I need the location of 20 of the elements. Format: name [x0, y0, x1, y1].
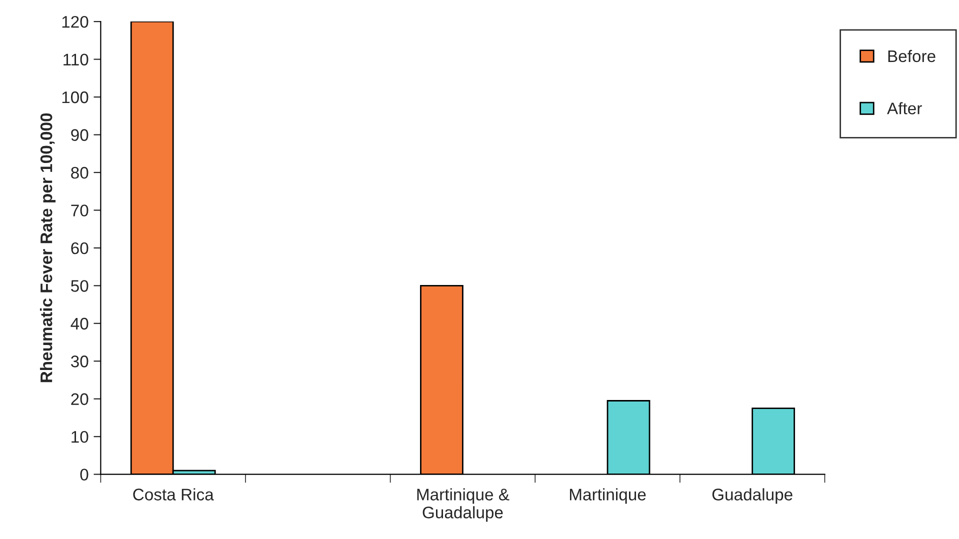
y-tick-label: 60: [71, 242, 88, 254]
y-tick-label: 0: [80, 468, 88, 481]
y-tick-label: 80: [71, 166, 88, 179]
y-tick-label: 20: [71, 393, 88, 406]
x-tick-label: Martinique: [570, 488, 646, 504]
x-tick-label: Costa Rica: [133, 488, 214, 500]
y-tick-label: 90: [71, 129, 88, 141]
y-tick-label: 120: [62, 16, 88, 28]
y-tick-label: 100: [62, 91, 88, 104]
y-axis-title: Rheumatic Fever Rate per 100,000: [40, 113, 56, 382]
x-tick-label: Martinique & Guadalupe: [417, 488, 510, 522]
y-tick-label: 50: [71, 280, 88, 292]
y-tick-label: 70: [71, 204, 88, 216]
y-tick-label: 40: [70, 318, 88, 330]
x-tick-label: Guadalupe: [712, 488, 792, 504]
legend-label: Before: [888, 50, 936, 62]
y-tick-label: 110: [64, 54, 88, 66]
y-tick-label: 30: [70, 356, 88, 368]
legend-label: After: [887, 102, 922, 114]
y-tick-label: 10: [72, 430, 88, 443]
